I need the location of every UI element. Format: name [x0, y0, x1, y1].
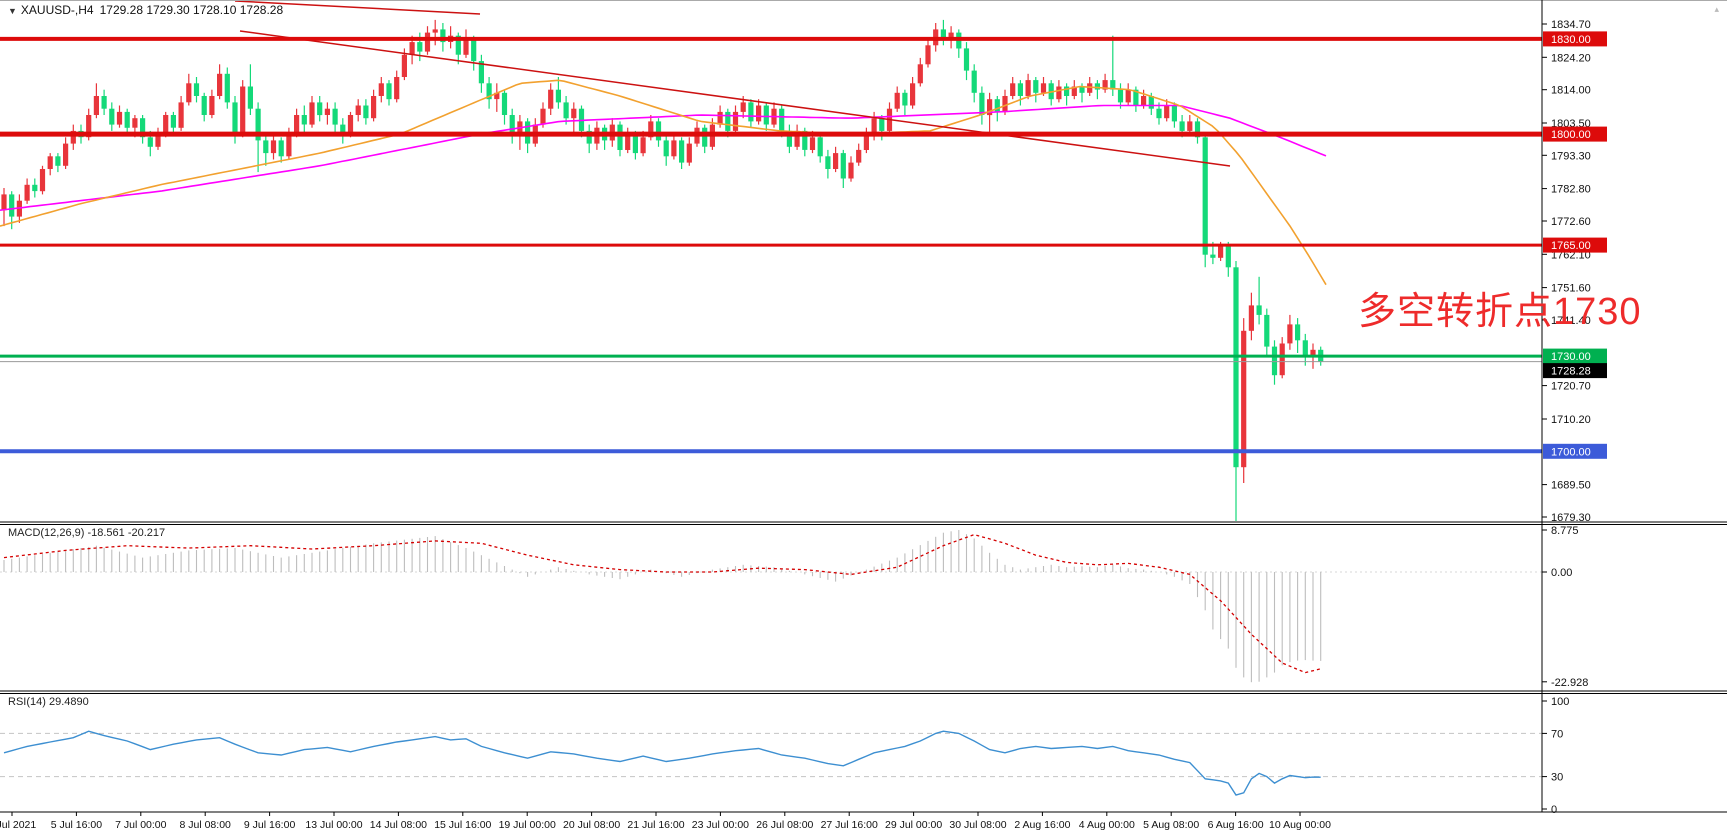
- panel-borders: [0, 0, 1727, 813]
- rsi-indicator-label: RSI(14) 29.4890: [8, 696, 89, 708]
- time-axis[interactable]: 2 Jul 2021 5 Jul 16:00 7 Jul 00:00 8 Jul 08…: [0, 812, 1331, 831]
- svg-text:100: 100: [1551, 696, 1569, 708]
- svg-text:1741.40: 1741.40: [1551, 315, 1591, 327]
- svg-text:6 Aug 16:00: 6 Aug 16:00: [1208, 819, 1264, 831]
- rsi-axis: 100 70 30 0: [1542, 696, 1569, 816]
- svg-text:1730.00: 1730.00: [1551, 351, 1591, 363]
- macd-panel: [0, 530, 1542, 683]
- svg-text:2 Jul 2021: 2 Jul 2021: [0, 819, 36, 831]
- svg-text:2 Aug 16:00: 2 Aug 16:00: [1014, 819, 1070, 831]
- svg-text:5 Jul 16:00: 5 Jul 16:00: [51, 819, 103, 831]
- svg-text:1700.00: 1700.00: [1551, 446, 1591, 458]
- rsi-panel: [0, 730, 1542, 796]
- svg-text:1782.80: 1782.80: [1551, 184, 1591, 196]
- svg-text:0: 0: [1551, 804, 1557, 816]
- svg-text:1728.28: 1728.28: [1551, 366, 1591, 378]
- moving-averages-layer: [0, 1, 1327, 286]
- svg-text:9 Jul 16:00: 9 Jul 16:00: [244, 819, 296, 831]
- svg-text:8.775: 8.775: [1551, 525, 1579, 537]
- chart-title: ▼ XAUUSD-,H4 1729.28 1729.30 1728.10 1728.…: [8, 3, 283, 17]
- svg-text:1800.00: 1800.00: [1551, 129, 1591, 141]
- svg-text:1772.60: 1772.60: [1551, 216, 1591, 228]
- price-axis[interactable]: 1834.701824.201814.001803.501793.301782.…: [1542, 19, 1607, 524]
- svg-text:15 Jul 16:00: 15 Jul 16:00: [434, 819, 491, 831]
- svg-text:1720.70: 1720.70: [1551, 381, 1591, 393]
- svg-text:1679.30: 1679.30: [1551, 512, 1591, 524]
- svg-text:20 Jul 08:00: 20 Jul 08:00: [563, 819, 620, 831]
- svg-text:7 Jul 00:00: 7 Jul 00:00: [115, 819, 167, 831]
- svg-text:0.00: 0.00: [1551, 567, 1572, 579]
- svg-text:1834.70: 1834.70: [1551, 19, 1591, 31]
- svg-text:4 Aug 00:00: 4 Aug 00:00: [1079, 819, 1135, 831]
- svg-text:30: 30: [1551, 772, 1563, 784]
- turning-point-annotation: 多空转折点1730: [1358, 291, 1642, 333]
- ohlc-values: 1729.28 1729.30 1728.10 1728.28: [99, 3, 284, 17]
- svg-text:70: 70: [1551, 728, 1563, 740]
- horizontal-levels-layer[interactable]: [0, 36, 1542, 454]
- svg-text:30 Jul 08:00: 30 Jul 08:00: [949, 819, 1006, 831]
- svg-text:1824.20: 1824.20: [1551, 52, 1591, 64]
- svg-text:14 Jul 08:00: 14 Jul 08:00: [370, 819, 427, 831]
- svg-text:1710.20: 1710.20: [1551, 414, 1591, 426]
- svg-text:26 Jul 08:00: 26 Jul 08:00: [756, 819, 813, 831]
- macd-indicator-label: MACD(12,26,9) -18.561 -20.217: [8, 527, 166, 539]
- symbol-period-label: XAUUSD-,H4: [20, 3, 94, 17]
- svg-text:1793.30: 1793.30: [1551, 150, 1591, 162]
- svg-text:-22.928: -22.928: [1551, 677, 1588, 689]
- svg-text:29 Jul 00:00: 29 Jul 00:00: [885, 819, 942, 831]
- svg-text:21 Jul 16:00: 21 Jul 16:00: [627, 819, 684, 831]
- svg-text:10 Aug 00:00: 10 Aug 00:00: [1269, 819, 1331, 831]
- svg-text:27 Jul 16:00: 27 Jul 16:00: [821, 819, 878, 831]
- svg-text:13 Jul 00:00: 13 Jul 00:00: [305, 819, 362, 831]
- svg-text:1689.50: 1689.50: [1551, 480, 1591, 492]
- svg-text:19 Jul 00:00: 19 Jul 00:00: [499, 819, 556, 831]
- svg-text:1751.60: 1751.60: [1551, 283, 1591, 295]
- svg-text:23 Jul 00:00: 23 Jul 00:00: [692, 819, 749, 831]
- svg-text:1765.00: 1765.00: [1551, 240, 1591, 252]
- svg-text:1814.00: 1814.00: [1551, 85, 1591, 97]
- svg-text:1830.00: 1830.00: [1551, 34, 1591, 46]
- macd-axis: 8.775 0.00 -22.928: [1542, 525, 1588, 689]
- svg-text:5 Aug 08:00: 5 Aug 08:00: [1143, 819, 1199, 831]
- symbol-dropdown-icon: ▼: [8, 6, 17, 16]
- panel-corner-marker: ▴: [1714, 4, 1719, 14]
- svg-text:8 Jul 08:00: 8 Jul 08:00: [180, 819, 232, 831]
